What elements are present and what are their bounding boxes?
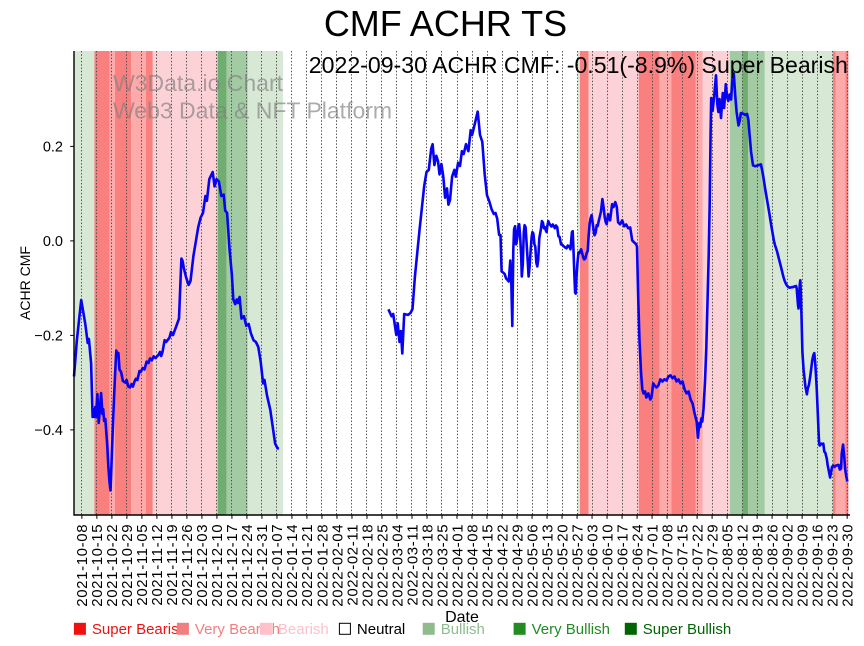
svg-text:2022-07-29: 2022-07-29 [704, 524, 721, 607]
svg-text:2022-07-15: 2022-07-15 [674, 524, 691, 607]
svg-text:2022-06-03: 2022-06-03 [584, 524, 601, 607]
svg-text:Bullish: Bullish [441, 621, 485, 638]
svg-text:2022-05-13: 2022-05-13 [539, 524, 556, 607]
svg-text:ACHR CMF: ACHR CMF [17, 246, 33, 320]
svg-text:2021-11-26: 2021-11-26 [179, 524, 196, 606]
svg-text:2022-02-25: 2022-02-25 [374, 524, 391, 607]
svg-text:0.2: 0.2 [43, 140, 63, 156]
svg-text:2022-03-04: 2022-03-04 [389, 524, 406, 607]
svg-text:2022-09-30: 2022-09-30 [839, 524, 856, 607]
svg-text:Very Bullish: Very Bullish [532, 621, 610, 638]
svg-text:2022-09-30 ACHR CMF: -0.51(-8.: 2022-09-30 ACHR CMF: -0.51(-8.9%) Super … [309, 52, 848, 78]
svg-text:Super Bearish: Super Bearish [92, 621, 187, 638]
svg-text:2021-12-24: 2021-12-24 [239, 524, 256, 607]
svg-text:−0.4: −0.4 [34, 423, 63, 439]
svg-text:W3Data.io Chart: W3Data.io Chart [113, 70, 284, 96]
svg-text:Neutral: Neutral [357, 621, 405, 638]
svg-text:2021-10-08: 2021-10-08 [74, 524, 91, 607]
svg-text:2022-04-22: 2022-04-22 [494, 524, 511, 607]
svg-text:2022-01-28: 2022-01-28 [314, 524, 331, 607]
svg-text:2022-09-16: 2022-09-16 [809, 524, 826, 607]
svg-text:2022-04-01: 2022-04-01 [449, 524, 466, 607]
svg-text:2021-11-05: 2021-11-05 [134, 524, 151, 606]
svg-text:2021-10-29: 2021-10-29 [119, 524, 136, 607]
svg-text:2022-02-04: 2022-02-04 [329, 524, 346, 607]
svg-text:2021-12-31: 2021-12-31 [254, 524, 271, 607]
svg-text:Bearish: Bearish [278, 621, 329, 638]
svg-text:CMF ACHR TS: CMF ACHR TS [324, 3, 567, 44]
svg-text:2022-07-01: 2022-07-01 [644, 524, 661, 607]
svg-text:2021-12-17: 2021-12-17 [224, 524, 241, 607]
svg-text:0.0: 0.0 [43, 234, 63, 250]
svg-text:2021-12-03: 2021-12-03 [194, 524, 211, 607]
svg-text:2022-05-20: 2022-05-20 [554, 524, 571, 607]
svg-text:2022-06-17: 2022-06-17 [614, 524, 631, 607]
svg-text:Date: Date [445, 609, 479, 626]
svg-text:2022-01-14: 2022-01-14 [284, 524, 301, 607]
svg-text:2021-11-12: 2021-11-12 [149, 524, 166, 606]
svg-text:2022-04-15: 2022-04-15 [479, 524, 496, 607]
svg-text:2022-09-02: 2022-09-02 [779, 524, 796, 607]
svg-text:2022-08-12: 2022-08-12 [734, 524, 751, 607]
svg-text:2022-01-07: 2022-01-07 [269, 524, 286, 607]
svg-text:2022-04-08: 2022-04-08 [464, 524, 481, 607]
svg-text:2022-08-26: 2022-08-26 [764, 524, 781, 607]
svg-text:2022-03-25: 2022-03-25 [434, 524, 451, 607]
svg-text:2022-06-24: 2022-06-24 [629, 524, 646, 607]
svg-text:2022-06-10: 2022-06-10 [599, 524, 616, 607]
svg-text:2022-05-06: 2022-05-06 [524, 524, 541, 607]
svg-text:2021-11-19: 2021-11-19 [164, 524, 181, 606]
svg-text:2022-04-29: 2022-04-29 [509, 524, 526, 607]
svg-text:2022-03-11: 2022-03-11 [404, 524, 421, 606]
svg-text:2022-02-18: 2022-02-18 [359, 524, 376, 607]
svg-text:2022-05-27: 2022-05-27 [569, 524, 586, 607]
svg-text:Super Bullish: Super Bullish [643, 621, 731, 638]
svg-text:Very Bearish: Very Bearish [195, 621, 280, 638]
svg-text:2022-08-19: 2022-08-19 [749, 524, 766, 607]
svg-text:2022-09-23: 2022-09-23 [824, 524, 841, 607]
svg-text:2022-09-09: 2022-09-09 [794, 524, 811, 607]
svg-text:2022-02-11: 2022-02-11 [344, 524, 361, 606]
svg-text:2021-12-10: 2021-12-10 [209, 524, 226, 607]
svg-text:2022-08-05: 2022-08-05 [719, 524, 736, 607]
svg-text:2022-03-18: 2022-03-18 [419, 524, 436, 607]
svg-text:2022-07-22: 2022-07-22 [689, 524, 706, 607]
svg-text:2022-07-08: 2022-07-08 [659, 524, 676, 607]
svg-text:2022-01-21: 2022-01-21 [299, 524, 316, 607]
svg-text:2021-10-22: 2021-10-22 [104, 524, 121, 607]
svg-text:2021-10-15: 2021-10-15 [89, 524, 106, 607]
svg-text:Web3 Data & NFT Platform: Web3 Data & NFT Platform [113, 98, 392, 124]
svg-text:−0.2: −0.2 [34, 329, 63, 345]
